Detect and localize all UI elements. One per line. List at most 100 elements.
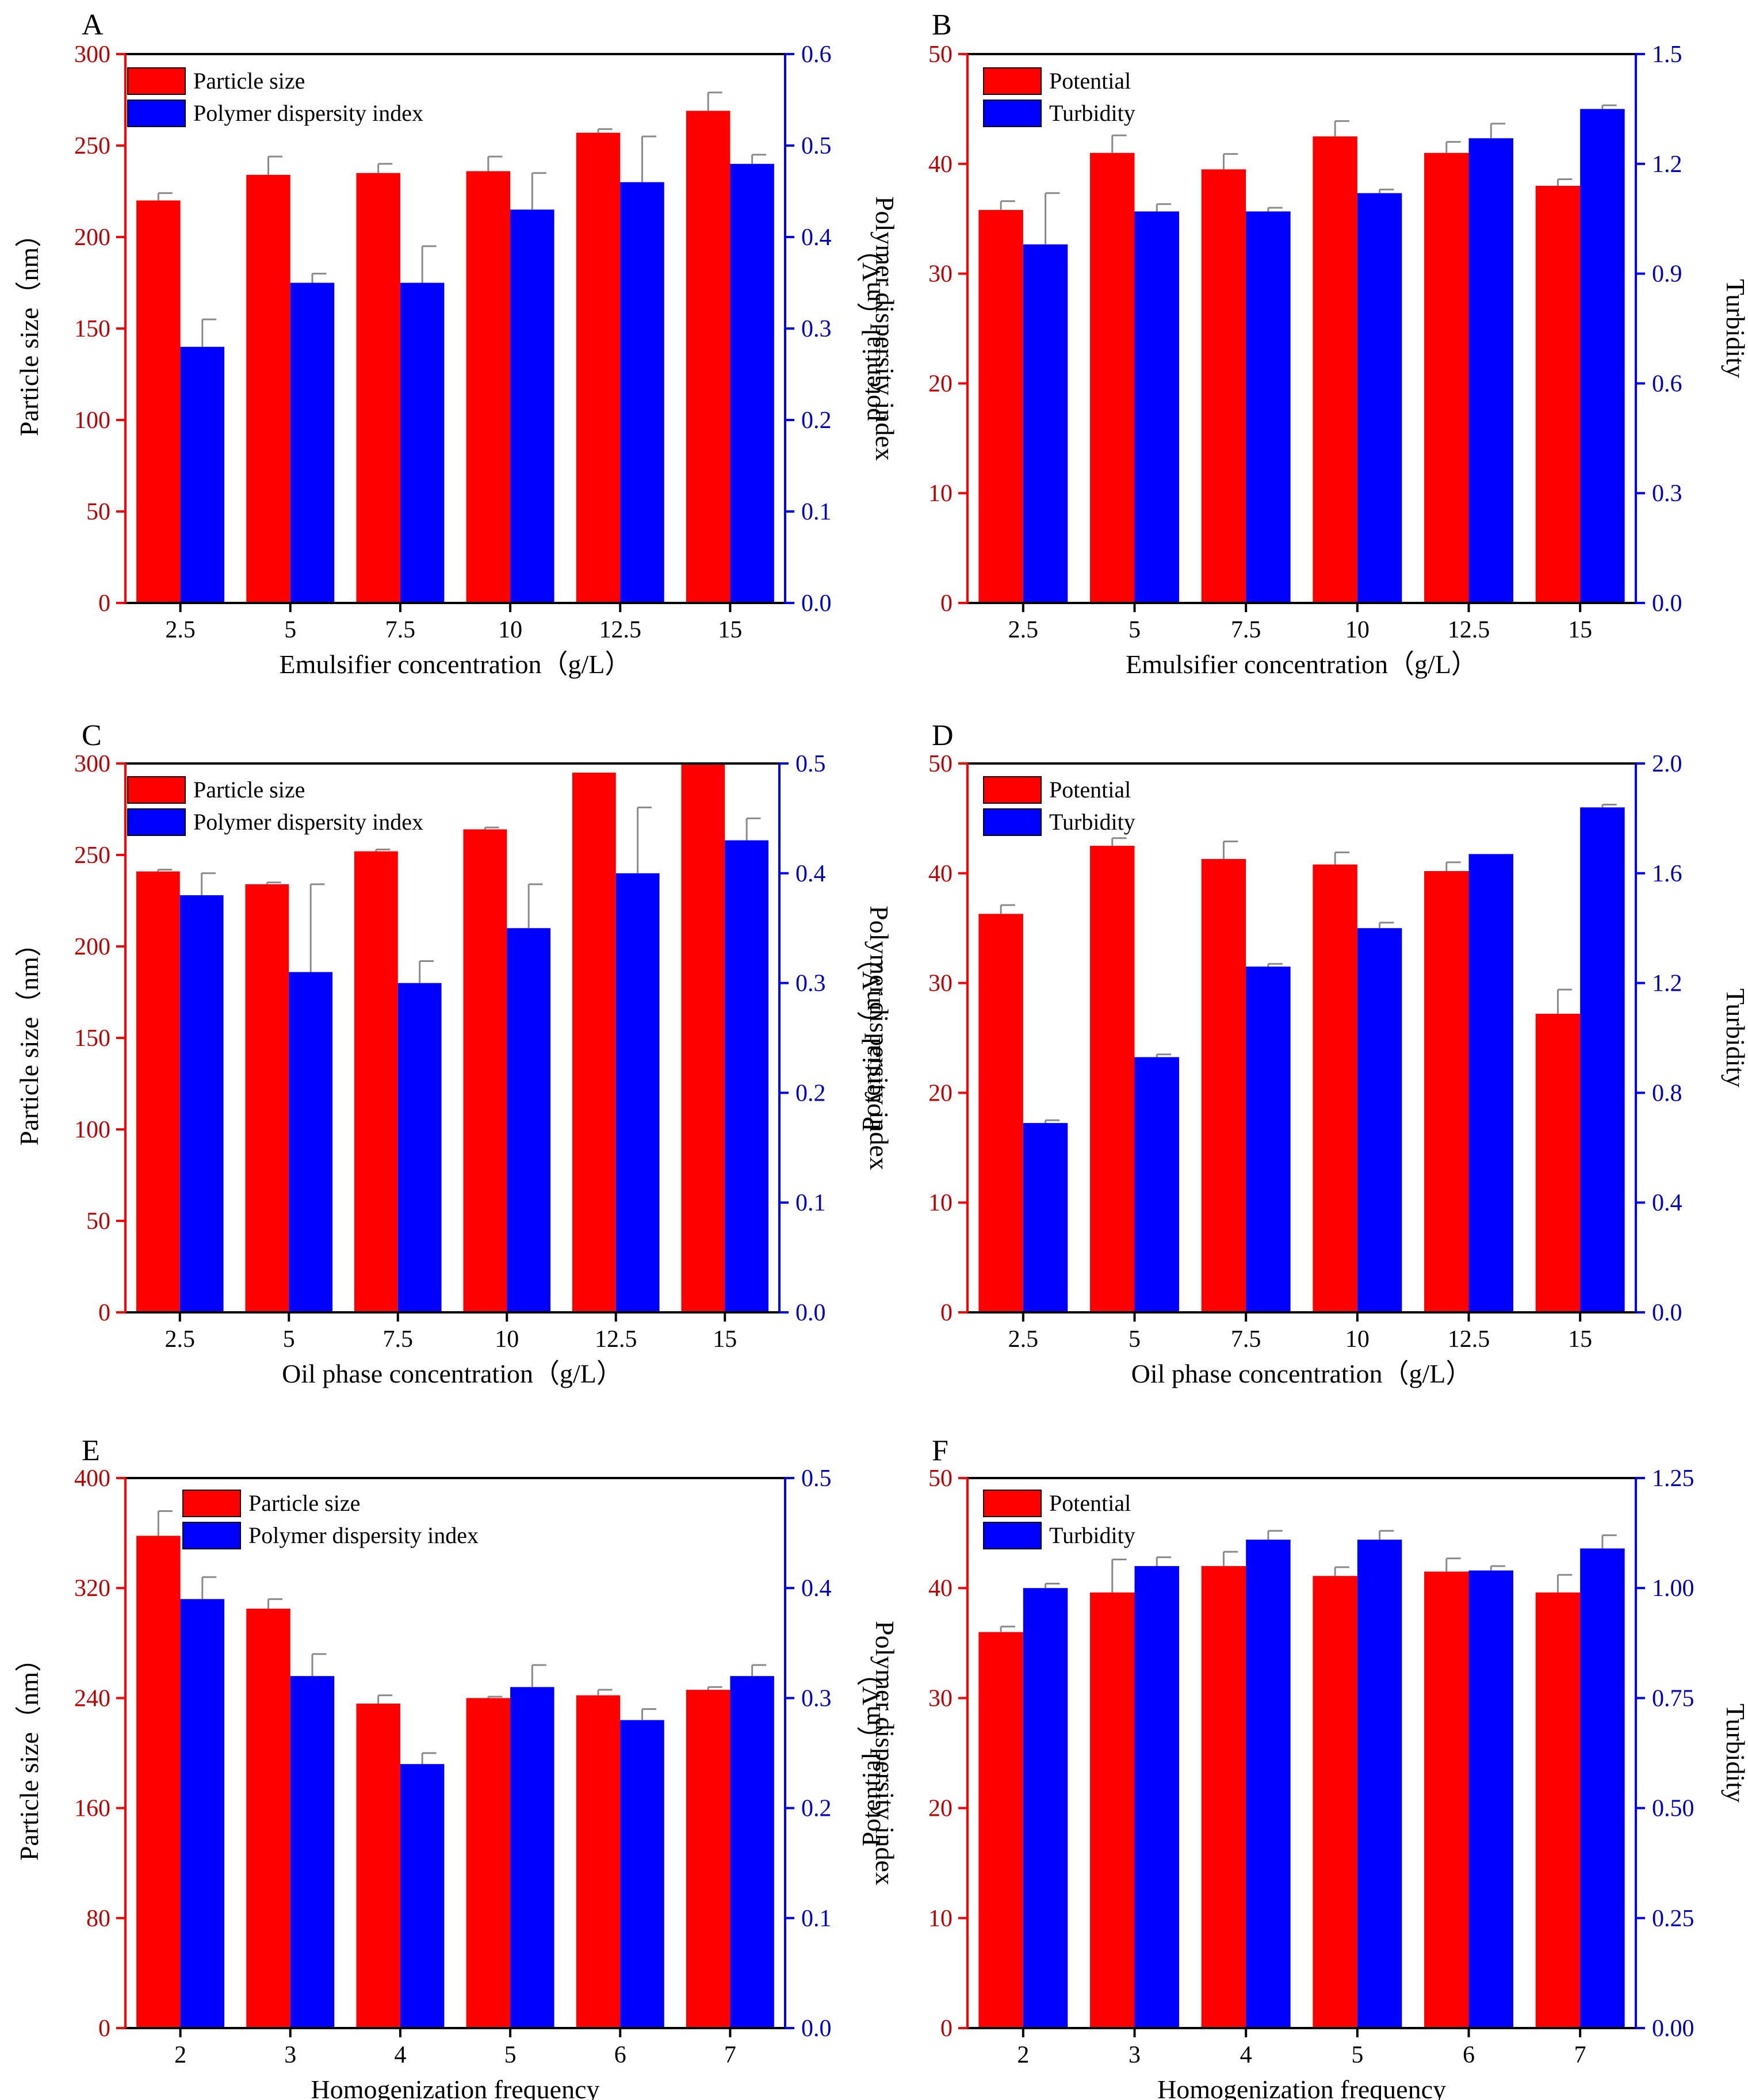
- bar-left-e-0: [136, 1536, 181, 2028]
- left-axis-title: Potential（mV）: [856, 945, 886, 1132]
- x-tick-label: 7.5: [383, 1326, 414, 1353]
- bar-left-c-3: [463, 829, 507, 1312]
- legend-label: Turbidity: [1049, 1522, 1135, 1548]
- x-axis-title: Emulsifier concentration（g/L）: [280, 650, 632, 679]
- right-tick-label: 0.75: [1652, 1685, 1695, 1712]
- left-tick-label: 40: [928, 1575, 953, 1602]
- x-tick-label: 2.5: [1008, 1326, 1039, 1353]
- x-tick-label: 15: [1568, 617, 1592, 643]
- chart-panel-b: 0 10 20 30 40 50 0.0 0.3 0.6 0.9 1.2 1.5 2.5 5 7.5 10 12…: [856, 9, 1748, 679]
- left-tick-label: 300: [74, 41, 110, 68]
- bar-right-b-4: [1468, 138, 1513, 603]
- legend-label: Particle size: [193, 68, 305, 94]
- right-tick-label: 0.8: [1652, 1080, 1682, 1106]
- x-tick-label: 7.5: [1231, 1326, 1261, 1353]
- x-tick-label: 2: [1017, 2042, 1029, 2068]
- left-tick-label: 30: [928, 971, 953, 997]
- left-tick-label: 10: [928, 1190, 953, 1216]
- bar-right-f-4: [1468, 1570, 1513, 2028]
- x-tick-label: 5: [1351, 2042, 1363, 2068]
- legend-label: Polymer dispersity index: [193, 809, 423, 835]
- legend-label: Polymer dispersity index: [193, 100, 423, 126]
- left-tick-label: 200: [74, 224, 110, 251]
- chart-panel-a: 0 50 100 150 200 250 300 0.0 0.1 0.2 0.3 0.4 0.5 0.6 2…: [14, 9, 900, 679]
- x-tick-label: 7.5: [385, 617, 416, 643]
- x-axis-title: Oil phase concentration（g/L）: [282, 1359, 623, 1388]
- left-tick-label: 50: [86, 499, 110, 525]
- left-tick-label: 150: [74, 1025, 110, 1052]
- bar-left-d-0: [978, 914, 1023, 1312]
- left-axis-title: potential（mV）: [856, 236, 886, 421]
- legend-swatch: [983, 1490, 1042, 1517]
- x-tick-label: 12.5: [599, 617, 642, 643]
- bar-right-a-0: [180, 346, 225, 603]
- bar-right-c-2: [397, 983, 442, 1312]
- bar-left-a-5: [686, 110, 730, 603]
- bar-left-a-3: [466, 171, 511, 603]
- left-tick-label: 10: [928, 1906, 953, 1932]
- bar-left-b-2: [1201, 169, 1246, 604]
- bar-left-d-2: [1201, 858, 1246, 1312]
- bar-right-d-2: [1246, 966, 1291, 1312]
- left-tick-label: 160: [74, 1796, 110, 1822]
- right-tick-label: 0.0: [801, 590, 832, 617]
- right-tick-label: 1.2: [1652, 971, 1682, 997]
- x-tick-label: 12.5: [595, 1326, 637, 1353]
- x-tick-label: 5: [284, 617, 296, 643]
- x-tick-label: 5: [283, 1326, 295, 1353]
- bar-right-e-2: [400, 1764, 445, 2028]
- legend-swatch: [127, 776, 186, 804]
- x-tick-label: 15: [718, 617, 742, 643]
- bar-right-a-1: [290, 282, 335, 603]
- x-tick-label: 3: [284, 2042, 296, 2068]
- left-tick-label: 40: [928, 151, 953, 178]
- right-tick-label: 0.4: [795, 861, 826, 887]
- bar-left-d-4: [1424, 870, 1469, 1312]
- bar-right-a-4: [620, 182, 664, 604]
- x-tick-label: 10: [495, 1326, 519, 1353]
- bar-left-f-0: [978, 1632, 1023, 2028]
- bar-left-e-2: [356, 1703, 400, 2028]
- chart-panel-c: 0 50 100 150 200 250 300 0.0 0.1 0.2 0.3 0.4 0.5 2.5 5…: [14, 719, 894, 1388]
- bar-left-f-3: [1313, 1576, 1357, 2028]
- bar-right-f-3: [1357, 1540, 1402, 2028]
- x-tick-label: 6: [1463, 2042, 1475, 2068]
- bar-left-c-0: [136, 871, 180, 1312]
- right-tick-label: 0.0: [1652, 590, 1682, 617]
- bar-right-a-5: [730, 163, 774, 603]
- legend-swatch: [983, 1522, 1042, 1549]
- bar-left-f-2: [1201, 1566, 1246, 2028]
- bar-right-d-4: [1468, 854, 1513, 1312]
- legend-swatch: [127, 100, 186, 127]
- x-tick-label: 10: [1345, 617, 1370, 643]
- legend-label: Polymer dispersity index: [248, 1522, 479, 1548]
- legend-swatch: [182, 1490, 241, 1517]
- bar-right-a-2: [400, 282, 445, 603]
- left-tick-label: 150: [74, 316, 110, 342]
- bar-left-a-0: [136, 200, 181, 603]
- left-tick-label: 0: [98, 1300, 110, 1326]
- x-tick-label: 2: [174, 2042, 186, 2068]
- bar-right-e-0: [180, 1599, 225, 2028]
- bar-right-c-1: [289, 972, 333, 1312]
- bar-left-a-2: [356, 173, 400, 603]
- right-tick-label: 0.5: [801, 1465, 832, 1492]
- bar-right-a-3: [510, 209, 554, 603]
- bar-right-b-1: [1134, 211, 1179, 604]
- x-axis-title: Homogenization frequency: [1157, 2075, 1446, 2100]
- right-tick-label: 0.4: [801, 1575, 832, 1602]
- bar-right-c-0: [179, 895, 224, 1312]
- bar-left-f-4: [1424, 1571, 1469, 2028]
- panel-label: E: [82, 1434, 100, 1467]
- x-tick-label: 2.5: [165, 1326, 196, 1353]
- left-tick-label: 30: [928, 1685, 953, 1712]
- right-axis-title: Polymer dispersity index: [870, 196, 900, 461]
- legend-label: Particle size: [193, 777, 305, 803]
- bar-left-b-0: [978, 209, 1023, 603]
- left-tick-label: 50: [928, 751, 953, 777]
- panel-label: B: [932, 9, 952, 41]
- bar-left-a-1: [246, 174, 290, 603]
- bar-right-c-4: [615, 873, 660, 1312]
- right-tick-label: 0.3: [795, 971, 826, 997]
- legend-label: Potential: [1049, 1490, 1131, 1516]
